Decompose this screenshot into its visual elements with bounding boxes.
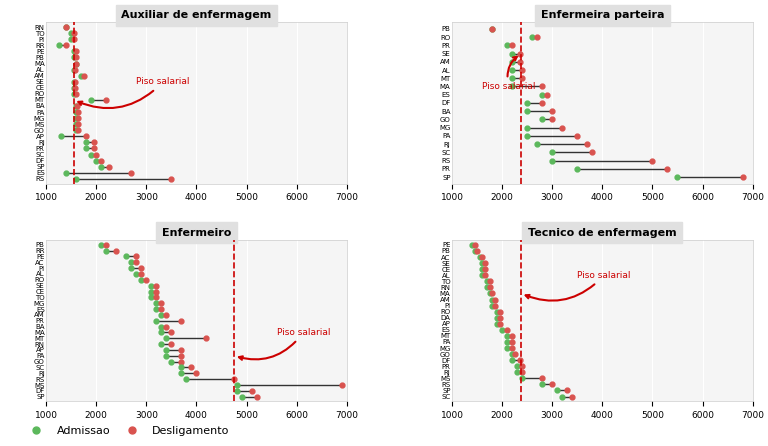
Title: Enfermeiro: Enfermeiro — [162, 228, 231, 238]
Legend: Admissao, Desligamento: Admissao, Desligamento — [21, 421, 234, 441]
Title: Auxiliar de enfermagem: Auxiliar de enfermagem — [121, 10, 272, 20]
Text: Piso salarial: Piso salarial — [239, 328, 330, 360]
Text: Piso salarial: Piso salarial — [525, 271, 631, 301]
Text: Piso salarial: Piso salarial — [482, 57, 535, 91]
Title: Enfermeira parteira: Enfermeira parteira — [541, 10, 664, 20]
Title: Tecnico de enfermagem: Tecnico de enfermagem — [528, 228, 677, 238]
Text: Piso salarial: Piso salarial — [78, 77, 190, 108]
